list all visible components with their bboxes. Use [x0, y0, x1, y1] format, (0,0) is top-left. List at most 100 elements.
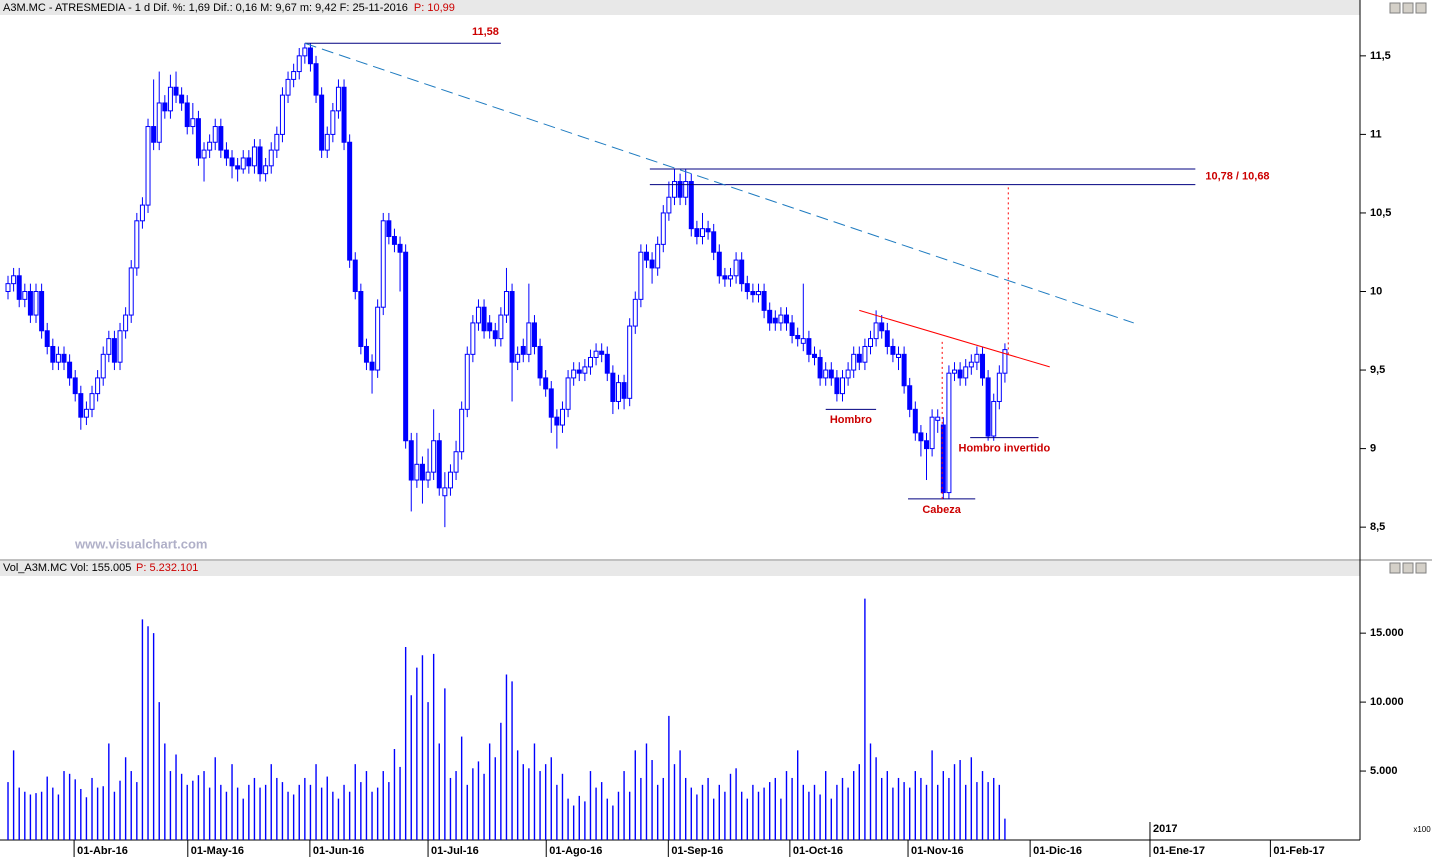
candle-body — [924, 440, 930, 450]
candle-body — [78, 393, 84, 418]
candle-body — [660, 212, 666, 245]
button-close[interactable] — [1415, 2, 1427, 14]
candle-body — [655, 243, 661, 269]
candle-body — [856, 353, 862, 363]
candle-body — [218, 126, 224, 151]
candle-body — [151, 126, 157, 143]
candle-body — [896, 353, 902, 358]
candle-body — [375, 306, 381, 371]
candle-body — [39, 290, 45, 332]
candle-body — [50, 345, 56, 363]
candle-body — [22, 290, 28, 300]
candle-body — [313, 63, 319, 96]
candle-body — [901, 353, 907, 387]
candle-body — [868, 338, 874, 347]
candle-body — [436, 440, 442, 489]
candle-body — [677, 181, 683, 198]
candle-body — [335, 86, 341, 112]
y-tick-label: 9,5 — [1370, 364, 1385, 376]
candle-body — [134, 220, 140, 269]
candle-body — [632, 298, 638, 327]
x-tick-label: 01-Abr-16 — [77, 845, 128, 857]
candle-body — [996, 372, 1002, 402]
candle-body — [279, 94, 285, 135]
candle-body — [638, 251, 644, 300]
button-up[interactable] — [1389, 2, 1401, 14]
candle-body — [694, 228, 700, 238]
candle-body — [246, 157, 252, 167]
candle-body — [750, 290, 756, 296]
candle-body — [162, 102, 168, 112]
candle-body — [72, 377, 78, 395]
candle-body — [599, 350, 605, 355]
candle-body — [548, 388, 554, 418]
candle-body — [946, 372, 952, 494]
candle-body — [543, 377, 549, 390]
candle-body — [11, 275, 17, 285]
candle-body — [285, 78, 291, 96]
candle-body — [515, 353, 521, 363]
candle-body — [834, 377, 840, 395]
candle-body — [851, 353, 857, 371]
candle-body — [772, 317, 778, 324]
candle-body — [503, 290, 509, 316]
candle-body — [509, 290, 515, 363]
candle-body — [156, 102, 162, 143]
x-tick-label: 01-Dic-16 — [1033, 845, 1082, 857]
candle-body — [274, 133, 280, 151]
candle-body — [391, 236, 397, 245]
candle-body — [918, 432, 924, 442]
candle-body — [95, 377, 101, 395]
candle-body — [240, 157, 246, 170]
button-minimize[interactable] — [1402, 562, 1414, 574]
button-close[interactable] — [1415, 562, 1427, 574]
candle-body — [330, 110, 336, 135]
candle-body — [963, 366, 969, 379]
candle-body — [627, 325, 633, 399]
candle-body — [235, 165, 241, 170]
candle-body — [559, 408, 565, 426]
candle-body — [907, 385, 913, 410]
candle-body — [683, 181, 689, 198]
candle-body — [957, 369, 963, 379]
y-tick-label: 10 — [1370, 285, 1382, 297]
candle-body — [184, 102, 190, 128]
candle-body — [884, 330, 890, 347]
candle-body — [341, 86, 347, 143]
candle-body — [201, 149, 207, 159]
candle-body — [358, 290, 364, 347]
candle-body — [369, 361, 375, 371]
candle-body — [699, 228, 705, 238]
candle-body — [447, 471, 453, 489]
candle-body — [302, 47, 308, 57]
candle-body — [817, 356, 823, 379]
watermark: www.visualchart.com — [74, 536, 207, 551]
candle-body — [475, 306, 481, 324]
x-tick-label: 01-Jun-16 — [313, 845, 364, 857]
candle-body — [487, 322, 493, 332]
candle-body — [453, 451, 459, 473]
candle-body — [828, 369, 834, 379]
x-tick-label: 01-Jul-16 — [431, 845, 479, 857]
x-tick-label: 01-Ene-17 — [1153, 845, 1205, 857]
candle-body — [649, 259, 655, 269]
candle-body — [811, 353, 817, 358]
candle-body — [604, 353, 610, 374]
candle-body — [727, 275, 733, 280]
candle-body — [442, 487, 448, 497]
candle-body — [767, 309, 773, 324]
button-minimize[interactable] — [1402, 2, 1414, 14]
price-header-bar — [0, 0, 1360, 15]
candle-body — [229, 157, 235, 167]
level-label: 10,78 / 10,68 — [1205, 171, 1269, 183]
candle-body — [823, 369, 829, 379]
button-up[interactable] — [1389, 562, 1401, 574]
x-tick-label: 01-Sep-16 — [671, 845, 723, 857]
candle-body — [145, 126, 151, 206]
candle-body — [952, 369, 958, 374]
candle-body — [257, 146, 263, 175]
candle-body — [83, 408, 89, 418]
candle-body — [190, 118, 196, 128]
candle-body — [571, 369, 577, 379]
